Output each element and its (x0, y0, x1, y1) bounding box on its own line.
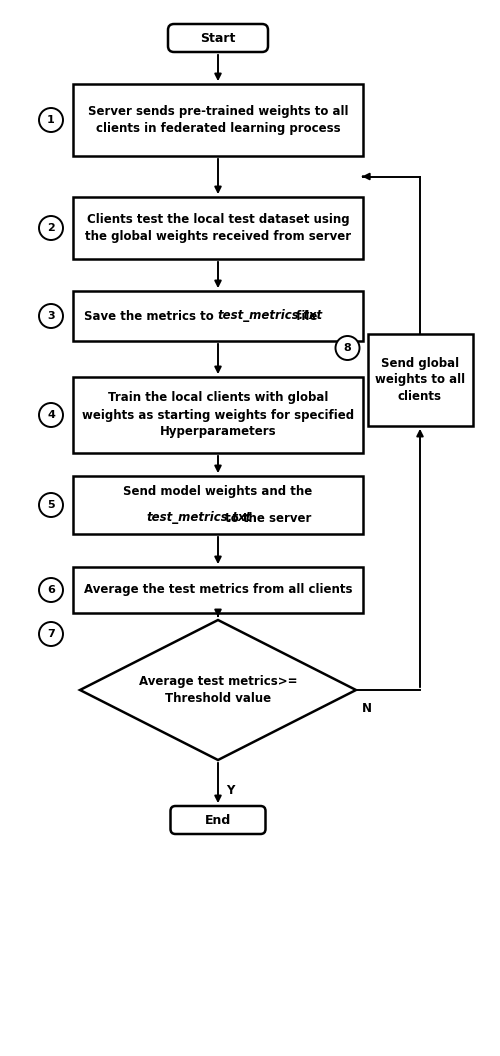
FancyBboxPatch shape (73, 291, 363, 341)
FancyBboxPatch shape (168, 24, 268, 52)
Circle shape (336, 336, 359, 360)
Text: 4: 4 (47, 410, 55, 420)
Text: 1: 1 (47, 115, 55, 125)
FancyBboxPatch shape (368, 334, 472, 426)
Text: Send global
weights to all
clients: Send global weights to all clients (375, 357, 465, 403)
FancyBboxPatch shape (73, 84, 363, 156)
FancyBboxPatch shape (170, 806, 266, 834)
FancyBboxPatch shape (73, 567, 363, 612)
Text: End: End (205, 813, 231, 827)
Text: 6: 6 (47, 585, 55, 595)
Text: Average test metrics>=
Threshold value: Average test metrics>= Threshold value (139, 675, 297, 705)
Text: 7: 7 (47, 629, 55, 639)
Text: 3: 3 (47, 312, 55, 321)
Text: Clients test the local test dataset using
the global weights received from serve: Clients test the local test dataset usin… (85, 213, 351, 243)
Text: Save the metrics to: Save the metrics to (84, 309, 218, 322)
Text: test_metrics.txt: test_metrics.txt (146, 511, 251, 525)
Text: 5: 5 (47, 499, 55, 510)
Circle shape (39, 493, 63, 517)
Text: Send model weights and the: Send model weights and the (124, 486, 312, 498)
Text: Train the local clients with global
weights as starting weights for specified
Hy: Train the local clients with global weig… (82, 392, 354, 438)
Circle shape (39, 216, 63, 240)
Text: 8: 8 (344, 343, 351, 353)
Circle shape (39, 622, 63, 646)
Text: test_metrics.txt: test_metrics.txt (218, 309, 322, 322)
Circle shape (39, 304, 63, 328)
Text: Y: Y (226, 784, 234, 796)
Text: to the server: to the server (221, 511, 312, 525)
Polygon shape (80, 620, 356, 760)
Circle shape (39, 578, 63, 602)
Text: file: file (292, 309, 318, 322)
Text: Average the test metrics from all clients: Average the test metrics from all client… (84, 584, 352, 597)
Circle shape (39, 108, 63, 132)
FancyBboxPatch shape (73, 377, 363, 453)
Circle shape (39, 403, 63, 427)
Text: Server sends pre-trained weights to all
clients in federated learning process: Server sends pre-trained weights to all … (88, 105, 348, 135)
Text: 2: 2 (47, 223, 55, 233)
FancyBboxPatch shape (73, 476, 363, 534)
Text: Start: Start (200, 32, 235, 44)
FancyBboxPatch shape (73, 197, 363, 259)
Text: N: N (362, 701, 372, 715)
